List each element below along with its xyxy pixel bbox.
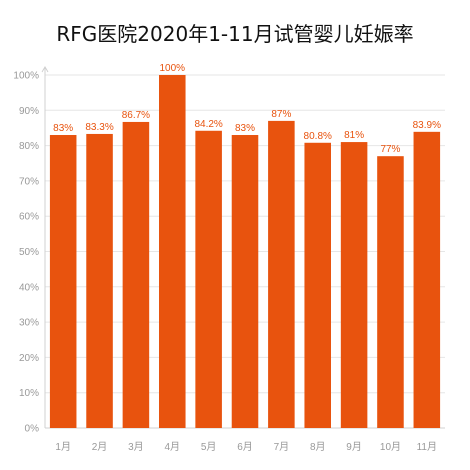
x-tick-label: 1月 bbox=[55, 441, 71, 453]
bar-layer bbox=[49, 75, 441, 429]
bar bbox=[340, 142, 368, 428]
x-tick-label: 5月 bbox=[201, 441, 217, 453]
data-label: 81% bbox=[344, 130, 364, 141]
x-tick-label: 7月 bbox=[274, 441, 290, 453]
y-tick-label: 0% bbox=[25, 424, 40, 435]
y-tick-label: 50% bbox=[19, 247, 39, 258]
y-tick-label: 30% bbox=[19, 318, 39, 329]
data-label: 86.7% bbox=[122, 110, 150, 121]
data-label: 83% bbox=[235, 123, 255, 134]
bar bbox=[122, 121, 150, 428]
bar bbox=[304, 142, 331, 428]
y-tick-label: 90% bbox=[19, 106, 39, 117]
x-tick-label: 3月 bbox=[128, 441, 144, 453]
label-layer: 83% 83.3% 86.7% 100% 84.2% 83% 87% 80.8% 81% 77% 8… bbox=[53, 63, 441, 155]
x-tick-label: 10月 bbox=[380, 441, 401, 453]
bar bbox=[231, 135, 259, 428]
bar bbox=[159, 75, 186, 428]
data-label: 80.8% bbox=[304, 131, 332, 142]
x-tick-label: 4月 bbox=[164, 441, 180, 453]
y-tick-label: 60% bbox=[19, 212, 39, 223]
y-tick-label: 10% bbox=[19, 388, 39, 399]
x-tick-label: 2月 bbox=[92, 441, 108, 453]
x-tick-label: 11月 bbox=[417, 441, 437, 453]
data-label: 87% bbox=[271, 109, 291, 120]
data-label: 83.9% bbox=[413, 120, 441, 131]
x-tick-label: 8月 bbox=[310, 441, 326, 453]
data-label: 84.2% bbox=[194, 119, 222, 130]
y-axis-arrow bbox=[41, 66, 49, 73]
data-label: 83.3% bbox=[85, 122, 113, 133]
y-tick-label: 70% bbox=[19, 176, 39, 187]
y-tick-label: 80% bbox=[19, 141, 39, 152]
bar bbox=[413, 131, 441, 428]
data-label: 83% bbox=[53, 123, 73, 134]
bar bbox=[268, 120, 295, 428]
y-tick-label: 40% bbox=[19, 282, 39, 293]
x-tick-label: 6月 bbox=[237, 441, 253, 453]
chart-title: RFG医院2020年1-11月试管婴儿妊娠率 bbox=[56, 22, 414, 46]
data-label: 77% bbox=[380, 144, 400, 155]
x-tick-label: 9月 bbox=[346, 441, 362, 453]
axis-layer: 0% 10% 20% 30% 40% 50% 60% 70% 80% 90% 100% 1月 2月 3月 4… bbox=[13, 66, 445, 453]
bar bbox=[195, 130, 222, 429]
y-tick-label: 100% bbox=[13, 71, 39, 82]
bar bbox=[377, 156, 404, 428]
y-tick-label: 20% bbox=[19, 353, 39, 364]
data-label: 100% bbox=[159, 63, 185, 74]
bar bbox=[49, 135, 77, 428]
bar bbox=[86, 133, 113, 429]
